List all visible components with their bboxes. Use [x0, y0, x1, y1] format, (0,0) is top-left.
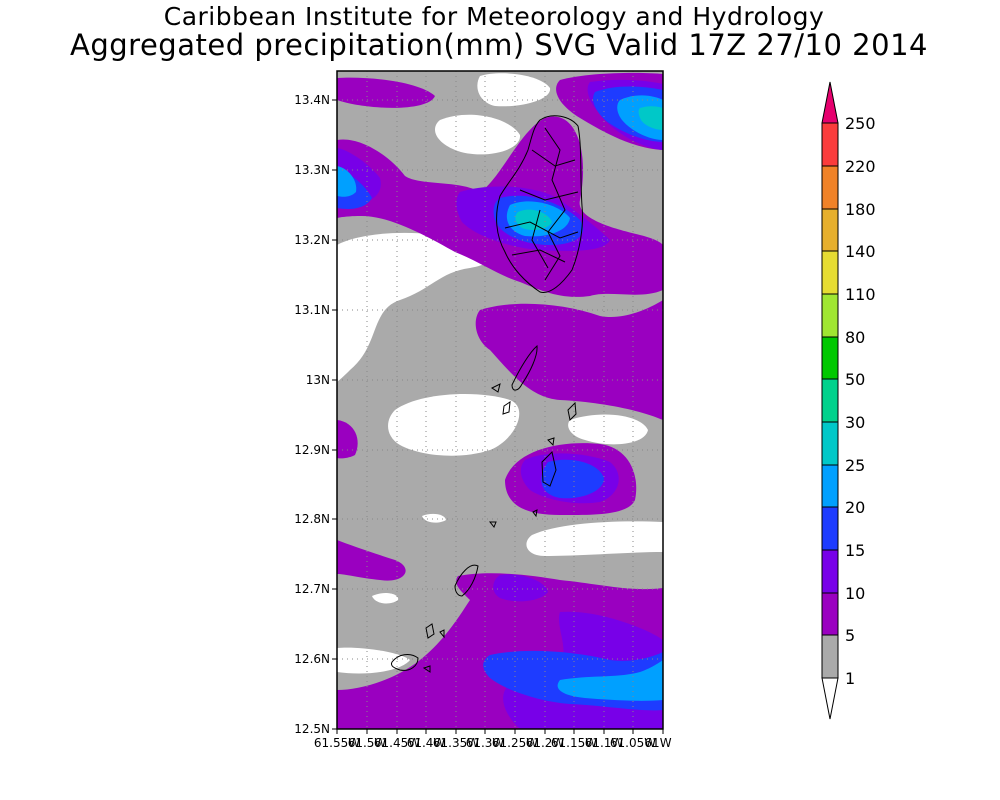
lon-tick-label: 61.1W: [585, 736, 624, 750]
colorbar-cell: [821, 421, 839, 466]
carriacou-island: [454, 564, 479, 597]
field-25-30mm: [515, 106, 663, 230]
x-axis-labels: 61.55W 61.5W 61.45W 61.4W 61.35W 61.3W 6…: [314, 736, 672, 750]
colorbar-level-label: 20: [845, 498, 865, 517]
colorbar-level-label: 220: [845, 157, 876, 176]
lon-tick-label: 61.55W: [314, 736, 360, 750]
lat-tick-label: 12.9N: [294, 443, 330, 457]
colorbar-cell: [821, 378, 839, 423]
lon-tick-label: 61.45W: [374, 736, 420, 750]
lon-tick-label: 61.25W: [492, 736, 538, 750]
coastline-outlines: [391, 115, 583, 673]
lat-tick-label: 13.2N: [294, 233, 330, 247]
colorbar-labels: 250 220 180 140 110 80 50 30 25 20 15 10…: [845, 114, 876, 688]
colorbar-cell: [821, 293, 839, 338]
lat-tick-label: 12.5N: [294, 722, 330, 736]
y-axis-ticks: [332, 99, 337, 730]
colorbar-level-label: 5: [845, 626, 855, 645]
colorbar: [821, 81, 839, 720]
colorbar-level-label: 30: [845, 413, 865, 432]
mustique-island: [502, 400, 511, 415]
colorbar-cell: [821, 549, 839, 594]
map-title: Aggregated precipitation(mm) SVG Valid 1…: [70, 28, 928, 62]
lat-tick-label: 13.3N: [294, 163, 330, 177]
institution-title: Caribbean Institute for Meteorology and …: [163, 2, 825, 31]
canouan-island: [567, 401, 577, 422]
colorbar-level-label: 50: [845, 370, 865, 389]
lon-tick-label: 61.3W: [466, 736, 505, 750]
colorbar-cell: [821, 336, 839, 380]
colorbar-cell: [821, 208, 839, 252]
colorbar-level-label: 110: [845, 285, 876, 304]
colorbar-cell-below-1: [821, 677, 839, 720]
lat-tick-label: 12.7N: [294, 582, 330, 596]
bequia-island: [511, 344, 538, 391]
colorbar-level-label: 250: [845, 114, 876, 133]
colorbar-cell: [821, 250, 839, 295]
saint-vincent-island: [496, 115, 583, 293]
colorbar-level-label: 180: [845, 200, 876, 219]
lat-tick-label: 12.8N: [294, 512, 330, 526]
colorbar-cell: [821, 464, 839, 508]
colorbar-level-label: 1: [845, 669, 855, 688]
plot-frame: [336, 70, 664, 730]
x-axis-ticks: [336, 729, 664, 734]
lon-tick-label: 61.4W: [407, 736, 446, 750]
lon-tick-label: 61W: [644, 736, 671, 750]
union-island: [541, 451, 557, 487]
lat-tick-label: 13.4N: [294, 93, 330, 107]
colorbar-cell-above-250: [821, 81, 839, 124]
colorbar-cell: [821, 122, 839, 167]
colorbar-level-label: 140: [845, 242, 876, 261]
precipitation-field: [337, 71, 663, 729]
y-axis-labels: 13.4N 13.3N 13.2N 13.1N 13N 12.9N 12.8N …: [294, 93, 330, 736]
colorbar-cell: [821, 506, 839, 551]
lon-tick-label: 61.15W: [551, 736, 597, 750]
colorbar-cell: [821, 592, 839, 636]
lat-tick-label: 12.6N: [294, 652, 330, 666]
colorbar-cell: [821, 165, 839, 210]
lon-tick-label: 61.35W: [433, 736, 479, 750]
lat-tick-label: 13.1N: [294, 303, 330, 317]
colorbar-level-label: 10: [845, 584, 865, 603]
lon-tick-label: 61.2W: [526, 736, 565, 750]
lat-tick-label: 13N: [306, 373, 330, 387]
colorbar-cell: [821, 634, 839, 679]
lon-tick-label: 61.05W: [610, 736, 656, 750]
lon-tick-label: 61.5W: [348, 736, 387, 750]
colorbar-level-label: 15: [845, 541, 865, 560]
colorbar-level-label: 25: [845, 456, 865, 475]
colorbar-level-label: 80: [845, 328, 865, 347]
